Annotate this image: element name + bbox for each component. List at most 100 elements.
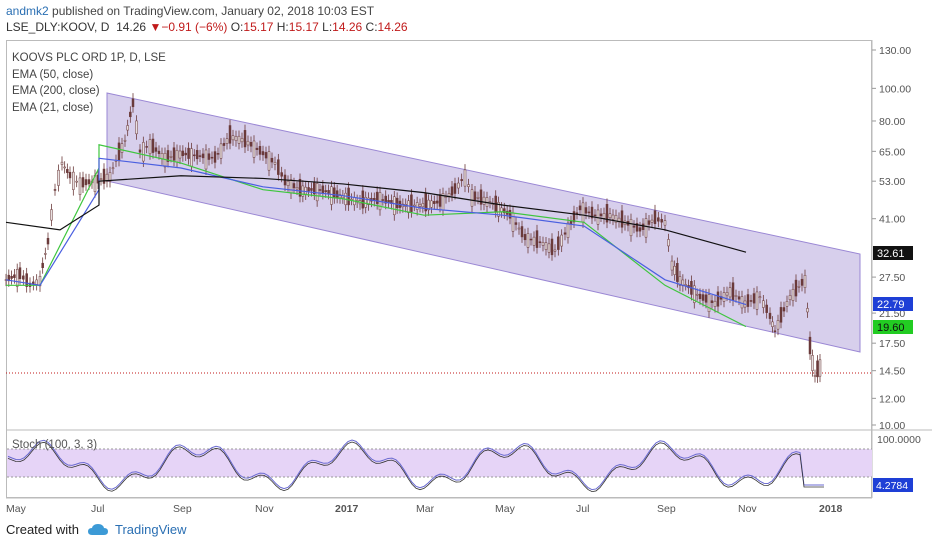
legend-ema200[interactable]: EMA (200, close) [12,85,100,97]
candle-body [647,220,651,225]
candle-body [657,217,660,222]
candle-body [421,203,425,208]
candle-body [497,202,500,217]
candle-body [63,166,66,169]
candle-body [126,125,129,131]
candle-body [413,204,416,207]
candle-body [813,375,817,377]
candle-body [201,153,205,159]
candle-body [277,159,280,175]
time-tick-label: Mar [416,503,435,515]
ema50-badge: 22.79 [873,297,913,311]
candle-body [384,195,387,204]
candle-body [611,214,615,220]
time-tick-label: Nov [738,503,757,515]
candle-body [72,171,75,190]
candle-body [544,242,548,250]
candle-body [572,211,576,223]
footer: Created with TradingView [6,522,187,537]
legend-ema21[interactable]: EMA (21, close) [12,101,94,114]
time-tick-label: May [495,503,516,515]
candle-body [620,210,624,228]
candle-body [222,143,226,146]
candle-body [578,205,582,211]
candle-body [782,307,786,312]
candle-body [773,330,777,332]
candle-body [38,275,42,287]
stoch-value-badge: 4.2784 [873,478,913,492]
candle-body [292,183,296,189]
stoch-band [7,449,872,477]
candle-body [737,296,741,300]
candle-body [172,147,176,161]
candle-body [313,182,316,195]
candle-body [511,212,515,232]
low-value: 14.26 [332,20,363,34]
candle-body [695,293,699,296]
candle-body [22,275,25,280]
candle-body [725,292,729,296]
price-tick-label: 80.00 [879,116,905,128]
price-axis[interactable]: 130.00 100.00 80.00 65.00 53.00 41.00 27.50 21.… [872,45,911,432]
candle-body [120,143,124,153]
candle-body [175,149,179,163]
candle-body [450,186,454,196]
candle-body [105,173,109,182]
candle-body [707,294,711,312]
candle-body [99,178,103,180]
time-axis[interactable]: May Jul Sep Nov 2017 Mar May Jul Sep Nov 2018 [6,503,843,515]
stoch-legend[interactable]: Stoch (100, 3, 3) [12,439,98,451]
candle-body [806,308,809,313]
ema21-badge: 19.60 [873,320,913,334]
time-tick-label: 2017 [335,503,359,515]
ema200-line [5,175,747,253]
candle-body [731,282,735,301]
candle-body [246,140,250,146]
candle-body [722,292,726,302]
candle-body [629,219,633,237]
price-tick-label: 14.50 [879,366,905,378]
candle-body [593,214,597,217]
candle-body [676,263,679,282]
candle-body [190,148,193,167]
publish-info: andmk2 published on TradingView.com, Jan… [6,4,374,18]
candle-body [102,168,106,184]
candle-body [364,197,367,208]
candle-body [808,336,812,355]
candle-body [418,204,422,207]
legend-title: KOOVS PLC ORD 1P, D, LSE [12,52,166,64]
legend-ema50[interactable]: EMA (50, close) [12,68,94,81]
candle-body [327,190,330,194]
author-name[interactable]: andmk2 [6,4,49,18]
candle-body [307,187,310,192]
candle-body [338,194,342,198]
candle-body [818,359,822,377]
candle-body [755,291,759,310]
time-tick-label: 2018 [819,503,843,515]
candle-body [575,212,579,214]
ema50-line [5,157,747,306]
candle-body [335,190,339,198]
candle-body [148,139,152,155]
candle-body [678,276,682,286]
regression-channel[interactable] [106,92,861,353]
price-tick-label: 12.00 [879,393,905,405]
candle-body [286,180,290,186]
candle-body [693,285,696,303]
candle-body [476,197,480,199]
candle-body [255,147,259,150]
candle-body [553,249,557,252]
time-tick-label: Nov [255,503,274,515]
candle-body [333,187,336,199]
candle-body [599,213,603,217]
candle-body [289,179,293,194]
candle-body [18,267,22,279]
candle-body [479,189,483,205]
tradingview-brand[interactable]: TradingView [114,522,187,537]
candle-body [608,213,612,219]
candle-body [44,253,47,255]
candle-body [653,210,657,225]
candle-body [762,300,765,308]
candle-body [541,242,545,246]
